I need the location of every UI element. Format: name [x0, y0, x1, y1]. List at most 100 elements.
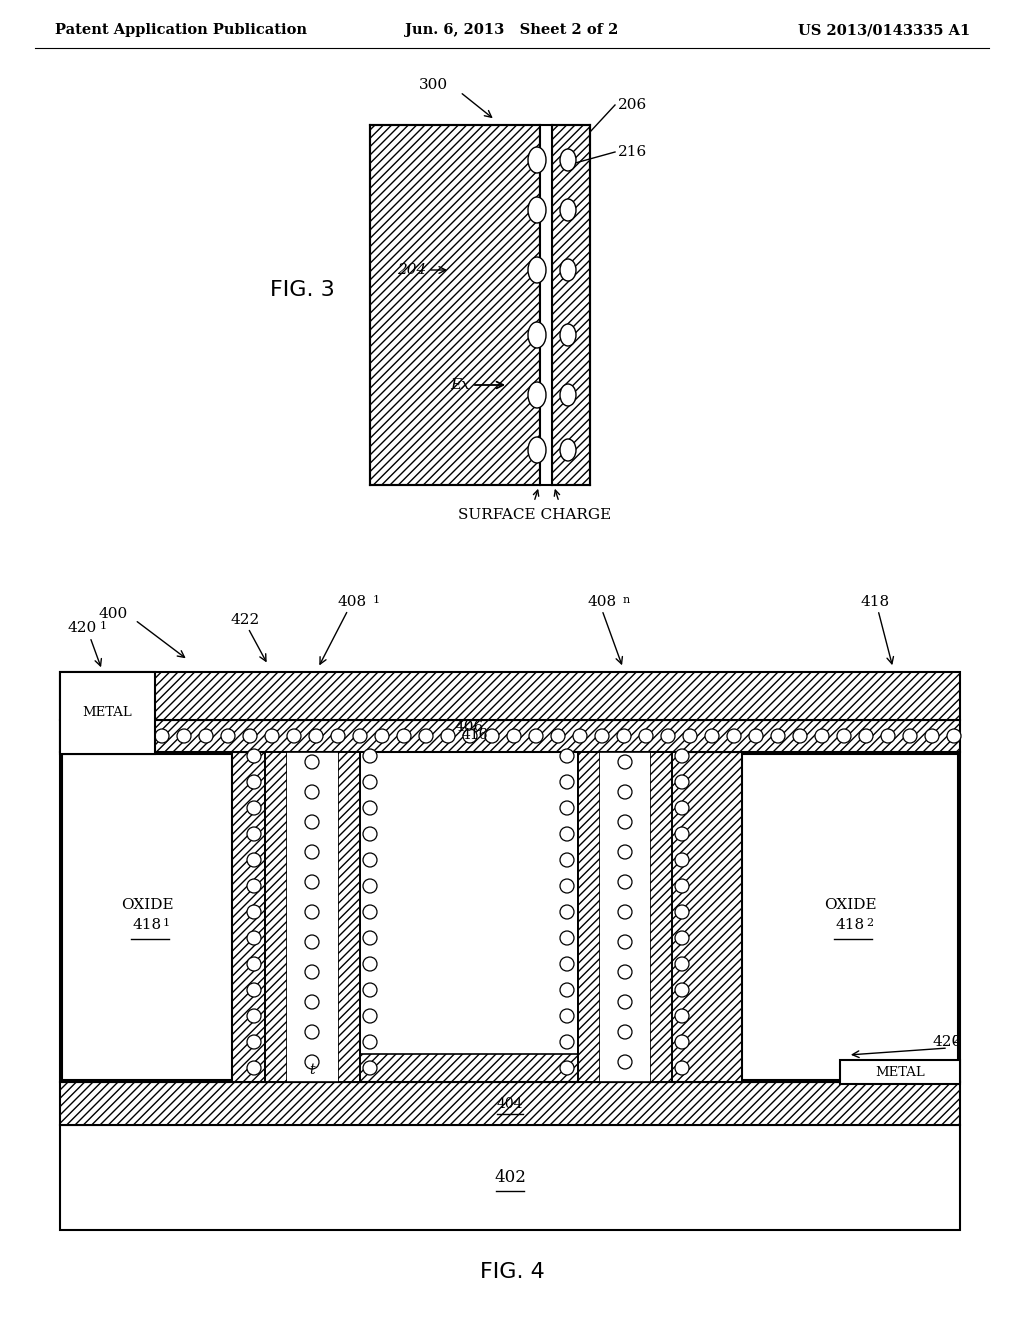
- Circle shape: [305, 785, 319, 799]
- Circle shape: [463, 729, 477, 743]
- Circle shape: [305, 845, 319, 859]
- Circle shape: [362, 853, 377, 867]
- Circle shape: [247, 748, 261, 763]
- Bar: [60, 672, 155, 754]
- Circle shape: [247, 1008, 261, 1023]
- Circle shape: [362, 1035, 377, 1049]
- Circle shape: [749, 729, 763, 743]
- Circle shape: [551, 729, 565, 743]
- Circle shape: [675, 983, 689, 997]
- Circle shape: [485, 729, 499, 743]
- Bar: [650, 752, 672, 1082]
- Circle shape: [362, 879, 377, 894]
- Bar: [287, 752, 338, 1082]
- Circle shape: [617, 729, 631, 743]
- Circle shape: [618, 755, 632, 770]
- Circle shape: [675, 1035, 689, 1049]
- Bar: [742, 754, 958, 1080]
- Bar: [60, 1125, 961, 1230]
- Circle shape: [111, 729, 125, 743]
- Circle shape: [247, 853, 261, 867]
- Text: Jun. 6, 2013   Sheet 2 of 2: Jun. 6, 2013 Sheet 2 of 2: [406, 22, 618, 37]
- Circle shape: [560, 801, 574, 814]
- Circle shape: [507, 729, 521, 743]
- Circle shape: [362, 906, 377, 919]
- Circle shape: [560, 1061, 574, 1074]
- Circle shape: [247, 828, 261, 841]
- Text: 418: 418: [836, 917, 864, 932]
- Circle shape: [247, 1035, 261, 1049]
- Circle shape: [247, 983, 261, 997]
- Circle shape: [618, 845, 632, 859]
- Circle shape: [675, 957, 689, 972]
- Circle shape: [305, 995, 319, 1008]
- Text: US 2013/0143335 A1: US 2013/0143335 A1: [798, 22, 970, 37]
- Circle shape: [397, 729, 411, 743]
- Circle shape: [362, 957, 377, 972]
- Bar: [265, 752, 287, 1082]
- Text: 418: 418: [132, 917, 162, 932]
- Circle shape: [305, 814, 319, 829]
- Ellipse shape: [528, 147, 546, 173]
- Circle shape: [618, 906, 632, 919]
- Circle shape: [947, 729, 961, 743]
- Circle shape: [362, 1061, 377, 1074]
- Circle shape: [560, 853, 574, 867]
- Circle shape: [560, 906, 574, 919]
- Circle shape: [247, 879, 261, 894]
- Circle shape: [618, 785, 632, 799]
- Circle shape: [362, 983, 377, 997]
- Circle shape: [675, 879, 689, 894]
- Circle shape: [675, 828, 689, 841]
- Bar: [578, 752, 672, 1082]
- Ellipse shape: [528, 257, 546, 282]
- Ellipse shape: [560, 199, 575, 220]
- Circle shape: [675, 748, 689, 763]
- Text: 418: 418: [860, 595, 890, 609]
- Circle shape: [155, 729, 169, 743]
- Ellipse shape: [528, 197, 546, 223]
- Circle shape: [618, 875, 632, 888]
- Bar: [60, 1082, 961, 1125]
- Bar: [540, 125, 552, 484]
- Circle shape: [618, 935, 632, 949]
- Text: 2: 2: [866, 917, 873, 928]
- Ellipse shape: [528, 381, 546, 408]
- Circle shape: [675, 775, 689, 789]
- Circle shape: [662, 729, 675, 743]
- Bar: [578, 752, 600, 1082]
- Text: 300: 300: [419, 78, 449, 92]
- Circle shape: [618, 814, 632, 829]
- Circle shape: [675, 853, 689, 867]
- Circle shape: [727, 729, 741, 743]
- Circle shape: [199, 729, 213, 743]
- Bar: [60, 719, 961, 752]
- Circle shape: [560, 983, 574, 997]
- Bar: [840, 1060, 961, 1084]
- Text: 406: 406: [455, 719, 483, 734]
- Bar: [360, 752, 578, 1053]
- Text: Ex: Ex: [451, 378, 470, 392]
- Circle shape: [618, 1026, 632, 1039]
- Circle shape: [925, 729, 939, 743]
- Bar: [62, 754, 232, 1080]
- Circle shape: [247, 957, 261, 972]
- Circle shape: [675, 801, 689, 814]
- Text: 420: 420: [933, 1035, 962, 1049]
- Circle shape: [560, 828, 574, 841]
- Bar: [265, 752, 360, 1082]
- Circle shape: [353, 729, 367, 743]
- Circle shape: [705, 729, 719, 743]
- Circle shape: [675, 1008, 689, 1023]
- Circle shape: [618, 965, 632, 979]
- Circle shape: [287, 729, 301, 743]
- Circle shape: [177, 729, 191, 743]
- Bar: [338, 752, 360, 1082]
- Text: 408: 408: [588, 595, 617, 609]
- Text: 1: 1: [100, 620, 108, 631]
- Text: 420: 420: [67, 620, 96, 635]
- Text: METAL: METAL: [82, 706, 132, 719]
- Circle shape: [362, 931, 377, 945]
- Text: 1: 1: [373, 595, 380, 605]
- Text: t: t: [309, 1063, 314, 1077]
